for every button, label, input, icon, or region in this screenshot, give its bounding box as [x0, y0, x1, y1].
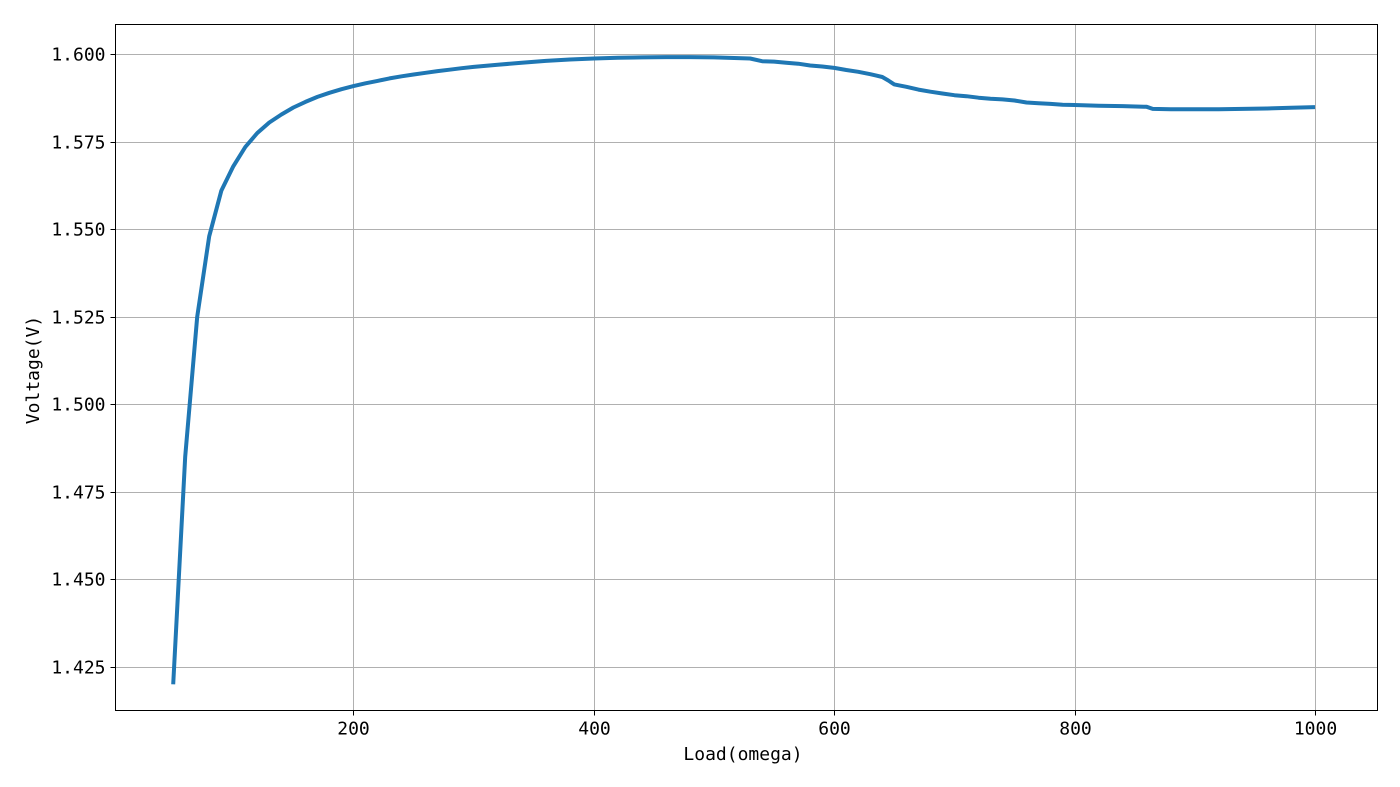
- series-layer: [171, 55, 1316, 685]
- x-tick-label: 200: [337, 719, 370, 740]
- x-axis-ticks: 200 400 600 800 1000: [337, 710, 1337, 740]
- x-axis-label: Load(omega): [683, 744, 802, 765]
- series-line: [171, 55, 1316, 685]
- x-tick-label: 1000: [1294, 719, 1337, 740]
- y-tick-label: 1.450: [51, 570, 105, 591]
- y-tick-label: 1.575: [51, 133, 105, 154]
- x-tick-label: 600: [818, 719, 851, 740]
- y-axis-label: Voltage(V): [23, 316, 44, 424]
- y-tick-label: 1.425: [51, 658, 105, 679]
- y-tick-label: 1.525: [51, 308, 105, 329]
- grid-lines: [115, 24, 1378, 711]
- x-tick-label: 800: [1059, 719, 1092, 740]
- y-axis-ticks: 1.425 1.450 1.475 1.500 1.525 1.550 1.575 1.600: [51, 45, 116, 679]
- y-tick-label: 1.550: [51, 220, 105, 241]
- y-tick-label: 1.475: [51, 483, 105, 504]
- y-tick-label: 1.500: [51, 395, 105, 416]
- plot-frame: [115, 24, 1378, 711]
- y-tick-label: 1.600: [51, 45, 105, 66]
- x-tick-label: 400: [578, 719, 611, 740]
